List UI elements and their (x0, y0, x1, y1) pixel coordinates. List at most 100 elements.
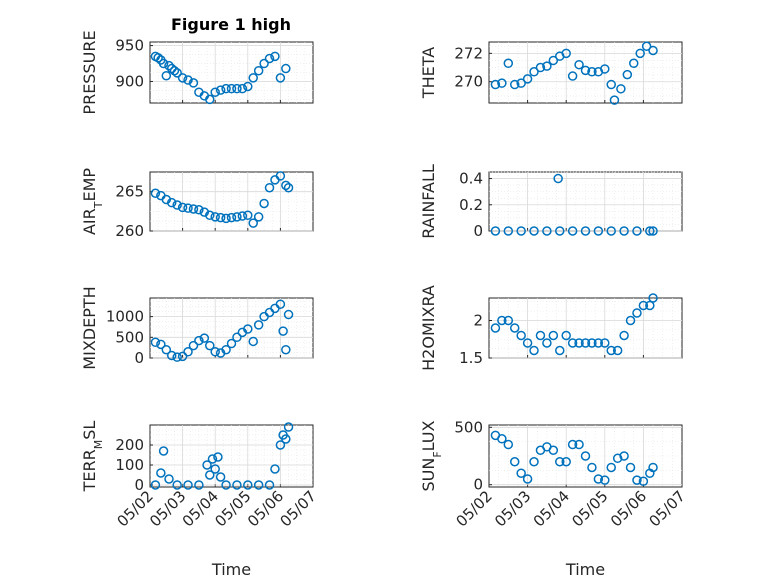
data-point (183, 480, 193, 490)
data-point (161, 70, 172, 81)
data-point (580, 226, 591, 236)
data-point (221, 480, 231, 490)
data-point (177, 351, 188, 362)
data-point (516, 330, 526, 341)
data-point (213, 452, 223, 462)
data-point (548, 445, 559, 456)
data-point (194, 480, 204, 490)
data-point (497, 315, 507, 326)
x-tick-label: 05/04 (179, 487, 222, 530)
data-point (535, 62, 546, 73)
data-point (619, 330, 629, 341)
data-point (226, 212, 237, 223)
data-point (641, 41, 652, 52)
data-point (270, 51, 280, 62)
data-point (199, 333, 210, 343)
x-tick-label: 05/06 (244, 487, 287, 530)
data-point (567, 71, 578, 81)
data-point (207, 454, 218, 464)
data-point (509, 456, 520, 467)
data-point (503, 58, 514, 69)
data-point (172, 480, 182, 490)
data-point (253, 212, 264, 222)
x-tick-label: 05/07 (646, 487, 689, 530)
data-point (561, 48, 571, 59)
data-point (210, 347, 220, 357)
y-axis-label: THETA (419, 47, 438, 99)
y-axis-label: AIRTEMP (80, 168, 105, 235)
data-point (153, 53, 163, 63)
data-point (278, 326, 288, 336)
y-tick-label: 900 (115, 72, 144, 90)
data-point (574, 439, 584, 450)
data-point (509, 323, 520, 333)
data-point (188, 340, 199, 351)
data-point (172, 200, 182, 210)
data-point (275, 299, 286, 309)
chart-title: Figure 1 high (171, 15, 291, 34)
data-point (632, 308, 642, 318)
data-point (177, 202, 188, 213)
data-point (205, 94, 215, 105)
data-point (232, 332, 242, 343)
data-point (264, 182, 275, 193)
x-axis-label: Time (565, 560, 605, 579)
data-point (648, 293, 658, 303)
data-point (490, 226, 501, 236)
data-point (210, 464, 220, 474)
data-point (237, 211, 248, 221)
data-point (529, 456, 539, 467)
data-point (580, 338, 591, 348)
data-point (625, 315, 636, 326)
data-point (281, 180, 291, 191)
data-point (164, 60, 174, 71)
data-point (202, 460, 212, 470)
data-point (490, 323, 501, 333)
data-point (156, 468, 166, 478)
data-point (567, 439, 578, 450)
data-point (158, 58, 169, 69)
data-point (516, 226, 526, 236)
data-point (205, 210, 215, 221)
data-point (593, 474, 604, 484)
x-tick-label: 05/04 (530, 487, 573, 530)
data-point (150, 480, 161, 490)
data-point (587, 67, 597, 77)
data-point (600, 64, 610, 74)
data-point (166, 197, 177, 208)
data-point (616, 84, 626, 94)
data-point (248, 336, 258, 347)
data-point (606, 79, 616, 90)
data-point (497, 78, 507, 88)
subplot-rainfall: 0 0.2 0.4 RAINFALL (419, 164, 683, 240)
data-point (619, 451, 629, 461)
data-point (542, 338, 552, 348)
data-point (561, 456, 571, 467)
x-tick-label: 05/03 (146, 487, 189, 530)
data-point (574, 59, 584, 70)
data-point (516, 78, 526, 88)
data-point (248, 218, 258, 228)
data-point (243, 324, 253, 334)
y-axis-label: RAINFALL (419, 164, 438, 239)
data-point (612, 453, 623, 464)
data-point (522, 474, 533, 484)
data-point (580, 65, 591, 76)
subplot-air-temp: 260 265 AIRTEMP (80, 168, 314, 240)
y-tick-label: 0 (134, 476, 144, 494)
data-point (221, 213, 231, 224)
data-point (259, 198, 269, 209)
data-point (283, 182, 294, 193)
data-point (612, 345, 623, 356)
data-point (158, 446, 169, 456)
data-point (283, 422, 294, 432)
data-point (259, 58, 269, 69)
data-point (210, 212, 220, 222)
data-point (635, 48, 645, 59)
data-point (609, 95, 620, 105)
data-point (188, 204, 199, 214)
data-point (503, 226, 514, 236)
data-point (243, 210, 253, 221)
data-point (183, 75, 193, 85)
data-point (529, 67, 539, 77)
